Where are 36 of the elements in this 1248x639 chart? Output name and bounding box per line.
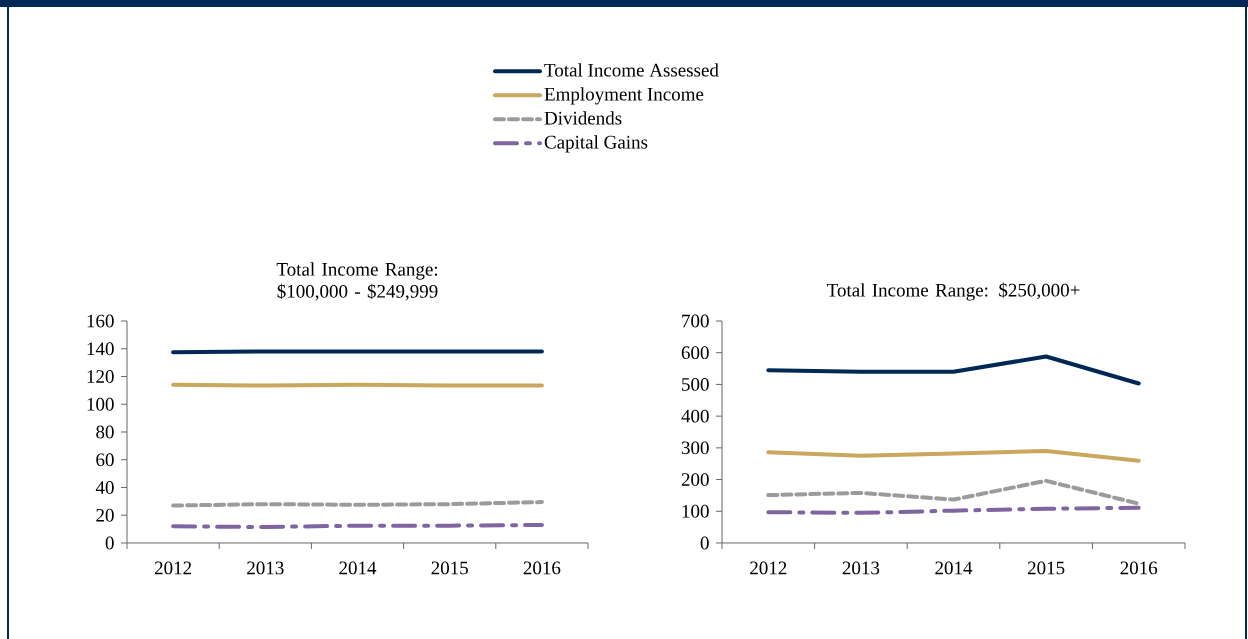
y-tick-label: 0 (700, 536, 709, 550)
x-tick-label: 2013 (247, 561, 284, 575)
y-tick-label: 300 (681, 441, 709, 455)
chart-title: Total Income Range: $250,000+ (827, 282, 1080, 301)
y-tick-label: 20 (96, 508, 114, 522)
y-tick-label: 600 (681, 346, 709, 360)
y-tick-label: 100 (87, 397, 114, 411)
x-tick-label: 2016 (1120, 561, 1158, 575)
x-tick-label: 2015 (431, 561, 468, 575)
y-tick-label: 160 (87, 314, 114, 328)
y-tick-label: 500 (682, 378, 709, 391)
y-tick-label: 120 (87, 370, 114, 383)
x-tick-label: 2014 (339, 561, 377, 575)
y-tick-label: 200 (681, 473, 709, 486)
y-tick-label: 400 (681, 409, 709, 423)
line-series (766, 449, 1141, 463)
x-tick-label: 2012 (154, 561, 192, 575)
legend-label: Employment Income (544, 87, 704, 105)
x-tick-label: 2016 (523, 561, 561, 575)
y-tick-label: 40 (95, 481, 114, 494)
legend-label: Capital Gains (544, 135, 648, 153)
y-tick-label: 700 (682, 314, 709, 328)
y-tick-label: 100 (682, 504, 709, 518)
legend-label: Dividends (544, 111, 622, 125)
x-tick-label: 2013 (842, 561, 880, 575)
y-tick-label: 80 (96, 425, 114, 439)
line-series (766, 478, 1141, 506)
x-tick-label: 2014 (935, 561, 973, 575)
x-tick-label: 2012 (750, 561, 787, 575)
x-tick-label: 2015 (1027, 561, 1065, 575)
legend-label: Total Income Assessed (544, 63, 719, 77)
y-tick-label: 140 (87, 342, 114, 356)
chart-title: Total Income Range: $100,000 - $249,999 (276, 262, 438, 301)
line-series (766, 354, 1141, 386)
y-tick-label: 60 (96, 453, 114, 467)
y-tick-label: 0 (105, 536, 114, 550)
